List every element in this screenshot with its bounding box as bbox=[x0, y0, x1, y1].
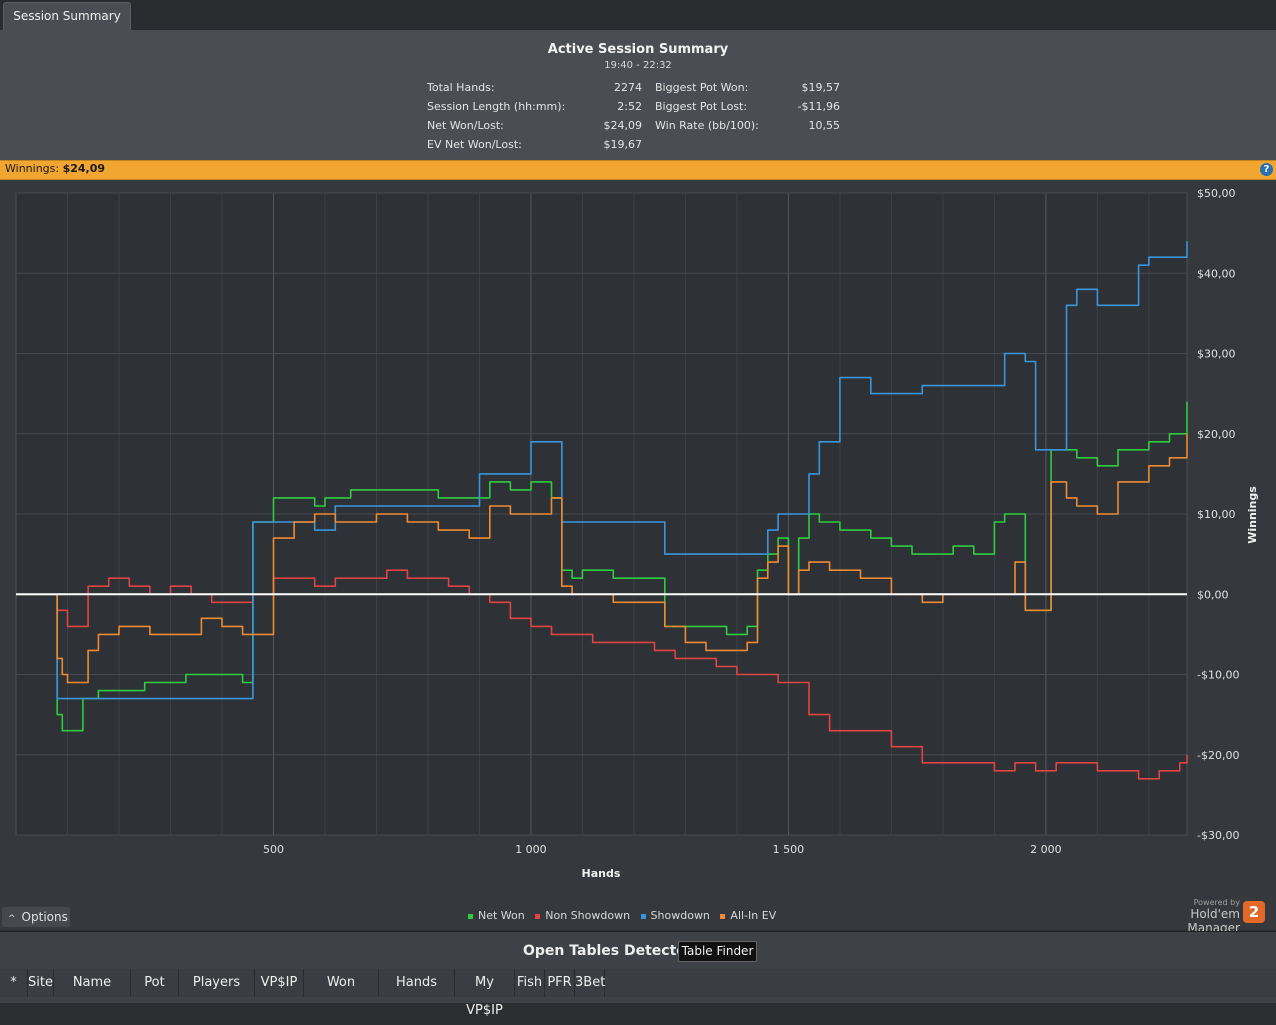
y-tick-label: $30,00 bbox=[1197, 348, 1236, 361]
hm2-logo-icon: 2 bbox=[1243, 901, 1265, 923]
winnings-bar: Winnings: $24,09 ? bbox=[0, 160, 1276, 180]
stat-value-session-length: 2:52 bbox=[617, 100, 642, 113]
legend-swatch bbox=[535, 913, 541, 919]
summary-title: Active Session Summary bbox=[547, 42, 729, 57]
x-tick-label: 2 000 bbox=[1030, 843, 1062, 856]
tab-bar: Session Summary bbox=[0, 0, 1276, 31]
winnings-label: Winnings: bbox=[5, 162, 60, 175]
stat-label-session-length: Session Length (hh:mm): bbox=[427, 100, 566, 113]
options-button[interactable]: ^ Options bbox=[2, 907, 70, 927]
legend-label: Non Showdown bbox=[545, 909, 631, 922]
stat-label-total-hands: Total Hands: bbox=[427, 81, 495, 94]
column-header-won[interactable]: Won bbox=[304, 969, 379, 997]
stat-value-total-hands: 2274 bbox=[614, 81, 642, 94]
column-header-vpip[interactable]: VP$IP bbox=[255, 969, 304, 997]
tables-header: * Site Name Pot Players VP$IP Won Hands … bbox=[0, 969, 1276, 1018]
column-header-players[interactable]: Players bbox=[179, 969, 255, 997]
y-axis-label: Winnings bbox=[1246, 486, 1259, 544]
x-tick-label: 500 bbox=[263, 843, 284, 856]
legend-swatch bbox=[720, 913, 726, 919]
column-header-name[interactable]: Name bbox=[54, 969, 131, 997]
column-header-pot[interactable]: Pot bbox=[131, 969, 179, 997]
powered-by-label: Powered by bbox=[1193, 898, 1240, 907]
session-summary-panel: Active Session Summary 19:40 - 22:32 Tot… bbox=[0, 30, 1276, 160]
legend-item-all-in-ev[interactable]: All-In EV bbox=[720, 909, 776, 922]
series-line-showdown bbox=[16, 241, 1188, 700]
legend-item-net-won[interactable]: Net Won bbox=[468, 909, 525, 922]
stat-label-ev-net-won: EV Net Won/Lost: bbox=[427, 138, 522, 151]
stat-label-net-won: Net Won/Lost: bbox=[427, 119, 504, 132]
column-header-star[interactable]: * bbox=[0, 969, 28, 997]
legend-item-showdown[interactable]: Showdown bbox=[640, 909, 710, 922]
chevron-up-icon: ^ bbox=[8, 914, 16, 924]
stat-value-win-rate: 10,55 bbox=[808, 119, 841, 132]
open-tables-title: Open Tables Detected bbox=[523, 943, 696, 959]
column-header-fish[interactable]: Fish bbox=[515, 969, 545, 997]
stat-label-win-rate: Win Rate (bb/100): bbox=[655, 119, 759, 132]
winnings-value: $24,09 bbox=[62, 162, 106, 175]
chart-panel: $50,00 $40,00 $30,00 $20,00 $10,00 $0,00 -$10,… bbox=[0, 180, 1276, 930]
column-header-3bet[interactable]: 3Bet bbox=[575, 969, 605, 997]
column-header-my-vpip[interactable]: My VP$IP bbox=[455, 969, 515, 1018]
series-line-non-showdown bbox=[16, 569, 1188, 780]
y-tick-label: $40,00 bbox=[1197, 267, 1236, 280]
legend-swatch bbox=[640, 913, 646, 919]
table-finder-button[interactable]: Table Finder bbox=[678, 941, 757, 962]
column-header-hands[interactable]: Hands bbox=[379, 969, 455, 997]
legend-label: Showdown bbox=[650, 909, 710, 922]
legend-swatch bbox=[468, 913, 473, 919]
chart-legend: Net Won Non Showdown Showdown All-In EV bbox=[468, 909, 783, 923]
open-tables-panel: Open Tables Detected Table Finder * Site… bbox=[0, 931, 1276, 1018]
stat-value-biggest-pot-lost: -$11,96 bbox=[797, 100, 840, 113]
stat-value-biggest-pot-won: $19,57 bbox=[801, 81, 841, 94]
y-tick-label: -$20,00 bbox=[1197, 749, 1239, 762]
y-tick-label: -$10,00 bbox=[1197, 669, 1239, 682]
options-label: Options bbox=[21, 910, 68, 924]
y-tick-label: $50,00 bbox=[1197, 187, 1236, 200]
column-header-site[interactable]: Site bbox=[28, 969, 54, 997]
powered-by: Powered by Hold'em Manager bbox=[1140, 898, 1240, 935]
column-header-pfr[interactable]: PFR bbox=[545, 969, 575, 997]
tab-session-summary[interactable]: Session Summary bbox=[3, 2, 131, 30]
y-tick-label: -$30,00 bbox=[1197, 829, 1239, 842]
help-icon[interactable]: ? bbox=[1260, 163, 1273, 176]
stat-label-biggest-pot-won: Biggest Pot Won: bbox=[655, 81, 749, 94]
y-tick-label: $10,00 bbox=[1197, 508, 1236, 521]
x-axis-label: Hands bbox=[582, 867, 621, 880]
y-tick-label: $20,00 bbox=[1197, 428, 1236, 441]
summary-time-range: 19:40 - 22:32 bbox=[604, 60, 672, 71]
series-line-all-in-ev bbox=[16, 433, 1188, 684]
x-tick-label: 1 000 bbox=[515, 843, 547, 856]
winnings-text: Winnings: $24,09 bbox=[5, 162, 105, 175]
x-tick-label: 1 500 bbox=[773, 843, 805, 856]
legend-item-non-showdown[interactable]: Non Showdown bbox=[535, 909, 630, 922]
winnings-chart: $50,00 $40,00 $30,00 $20,00 $10,00 $0,00 -$10,… bbox=[15, 187, 1259, 880]
stat-value-net-won: $24,09 bbox=[603, 119, 643, 132]
y-tick-label: $0,00 bbox=[1197, 588, 1229, 601]
legend-label: Net Won bbox=[478, 909, 525, 922]
legend-label: All-In EV bbox=[730, 909, 777, 922]
stat-label-biggest-pot-lost: Biggest Pot Lost: bbox=[655, 100, 748, 113]
stat-value-ev-net-won: $19,67 bbox=[603, 138, 643, 151]
